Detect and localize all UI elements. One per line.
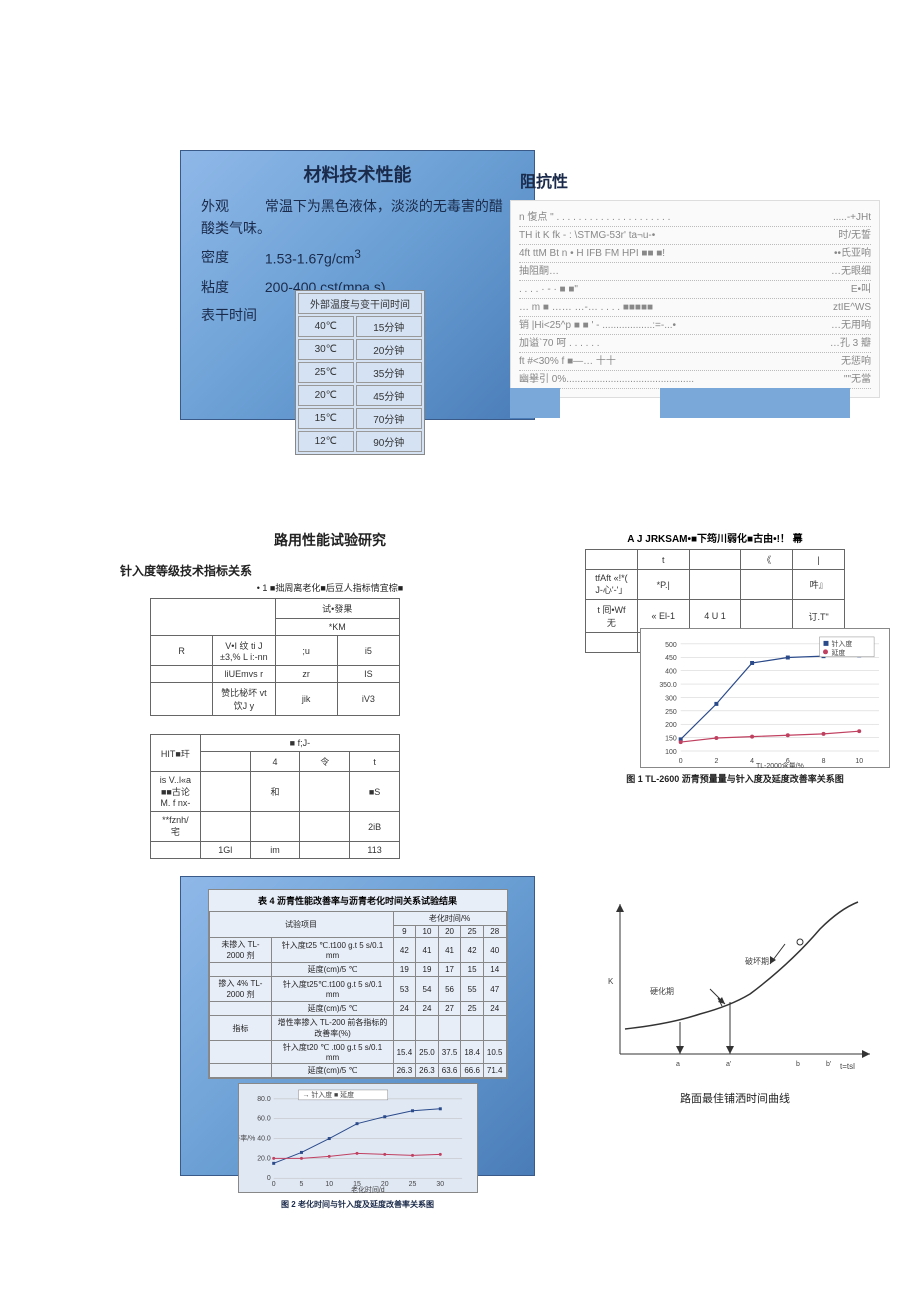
svg-text:→ 针入度 ■ 延度: → 针入度 ■ 延度 xyxy=(302,1090,354,1099)
svg-text:450: 450 xyxy=(665,655,677,662)
svg-text:2: 2 xyxy=(714,758,718,765)
svg-text:200: 200 xyxy=(665,722,677,729)
svg-text:10: 10 xyxy=(855,758,863,765)
p3-chart: 80.060.0改善率/% 40.020.00051015202530老化时间/… xyxy=(238,1083,478,1193)
block-1 xyxy=(510,388,560,418)
dry-time-table: 外部温度与变干间时间 40℃15分钟30℃20分钟25℃35分钟20℃45分钟1… xyxy=(295,290,425,455)
svg-text:30: 30 xyxy=(436,1181,444,1188)
svg-text:10: 10 xyxy=(325,1181,333,1188)
right-chart-caption: 路面最佳铺洒时间曲线 xyxy=(590,1090,880,1106)
svg-text:5: 5 xyxy=(299,1181,303,1188)
svg-text:硬化期: 硬化期 xyxy=(650,986,674,996)
sec2-note: • 1 ■拙周离老化■后豆人指标情宜棕■ xyxy=(120,581,540,594)
density-row: 密度 1.53-1.67g/cm3 xyxy=(201,246,514,270)
p3-table-wrap: 表 4 沥青性能改善率与沥青老化时间关系试验结果 试验项目老化时间/% 9102… xyxy=(208,889,508,1079)
sec2-title: 路用性能试验研究 xyxy=(120,530,540,550)
svg-text:改善率/% 40.0: 改善率/% 40.0 xyxy=(239,1134,271,1143)
svg-text:500: 500 xyxy=(665,642,677,649)
dry-label: 表干时间 xyxy=(201,304,261,326)
svg-text:K: K xyxy=(608,977,614,986)
svg-text:4: 4 xyxy=(750,758,754,765)
p3-table-title: 表 4 沥青性能改善率与沥青老化时间关系试验结果 xyxy=(209,890,507,911)
sec2-subtitle: 针入度等级技术指标关系 xyxy=(120,562,540,579)
svg-text:a': a' xyxy=(726,1061,731,1068)
svg-text:b': b' xyxy=(826,1061,831,1068)
svg-text:a: a xyxy=(676,1061,680,1068)
svg-text:TL-2000含量/%: TL-2000含量/% xyxy=(756,761,804,768)
svg-text:延度: 延度 xyxy=(831,648,845,657)
svg-text:b: b xyxy=(796,1061,800,1068)
svg-text:350.0: 350.0 xyxy=(659,682,677,689)
panel1-title: 材料技术性能 xyxy=(201,161,514,187)
svg-text:老化时间/d: 老化时间/d xyxy=(351,1185,385,1193)
svg-text:针入度: 针入度 xyxy=(831,639,852,648)
decorative-blocks xyxy=(510,388,850,418)
resistance-body: n 愎点 " . . . . . . . . . . . . . . . . .… xyxy=(510,200,880,398)
density-sup: 3 xyxy=(354,248,360,261)
appearance-row: 外观 常温下为黑色液体，淡淡的无毒害的醋酸类气味。 xyxy=(201,195,514,240)
resistance-title: 阻抗性 xyxy=(510,150,880,200)
appearance-label: 外观 xyxy=(201,195,261,217)
penetration-table-1: 试•發果 *KM RV•I 纹 ti J ±3,% L i:-nn;ui5liU… xyxy=(150,598,400,716)
block-2 xyxy=(660,388,850,418)
penetration-table-2: HIT■玕■ f;J- 4令t is V..l«a ■■古论 M. f nx-和… xyxy=(150,734,400,859)
chart1-caption: 图 1 TL-2600 沥青预量量与针入度及延度改善率关系图 xyxy=(560,772,910,785)
svg-text:0: 0 xyxy=(679,758,683,765)
aging-panel: 表 4 沥青性能改善率与沥青老化时间关系试验结果 试验项目老化时间/% 9102… xyxy=(180,876,535,1176)
svg-text:250: 250 xyxy=(665,709,677,716)
aging-table: 试验项目老化时间/% 910202528 未掺入 TL-2000 剂针入度t25… xyxy=(209,911,507,1078)
density-value: 1.53-1.67g/cm xyxy=(265,250,355,266)
viscosity-label: 粘度 xyxy=(201,276,261,298)
svg-text:20.0: 20.0 xyxy=(257,1155,271,1162)
dry-table-header: 外部温度与变干间时间 xyxy=(298,293,422,314)
optimal-time-chart: K t=tsl 硬化期 破坏期 a a' b b' xyxy=(590,894,880,1074)
svg-text:破坏期: 破坏期 xyxy=(745,956,769,966)
svg-text:8: 8 xyxy=(822,758,826,765)
sec2r-title: A J JRKSAM•■下筠川弱化■古由•!！ 幕 xyxy=(540,530,890,545)
density-label: 密度 xyxy=(201,246,261,268)
svg-text:150: 150 xyxy=(665,736,677,743)
svg-text:25: 25 xyxy=(408,1181,416,1188)
svg-text:0: 0 xyxy=(266,1175,270,1182)
svg-text:80.0: 80.0 xyxy=(257,1096,271,1103)
svg-text:60.0: 60.0 xyxy=(257,1116,271,1123)
svg-text:0: 0 xyxy=(271,1181,275,1188)
resistance-panel: 阻抗性 n 愎点 " . . . . . . . . . . . . . . .… xyxy=(510,150,880,398)
svg-text:t=tsl: t=tsl xyxy=(840,1062,855,1071)
tl2000-chart: 500450400350.03002502001501000246810TL-2… xyxy=(640,628,890,768)
road-performance-section: 路用性能试验研究 针入度等级技术指标关系 • 1 ■拙周离老化■后豆人指标情宜棕… xyxy=(120,530,540,859)
p3-caption: 图 2 老化时间与针入度及延度改善率关系图 xyxy=(181,1197,534,1212)
svg-text:100: 100 xyxy=(665,749,677,756)
svg-text:300: 300 xyxy=(665,695,677,702)
svg-text:400: 400 xyxy=(665,669,677,676)
